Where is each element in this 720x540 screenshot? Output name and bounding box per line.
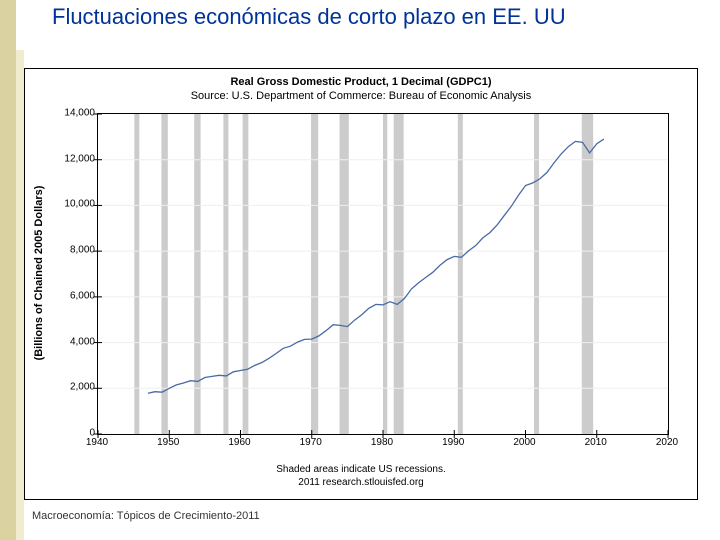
- chart-title-line2: Source: U.S. Department of Commerce: Bur…: [191, 90, 532, 102]
- xtick-label: 2010: [576, 437, 616, 448]
- ytick-label: 12,000: [55, 153, 95, 164]
- slide-footer: Macroeconomía: Tópicos de Crecimiento-20…: [32, 510, 260, 522]
- chart-footer-line1: Shaded areas indicate US recessions.: [276, 464, 446, 475]
- chart-title-line1: Real Gross Domestic Product, 1 Decimal (…: [230, 76, 491, 88]
- plot-area: [97, 113, 669, 435]
- xtick-label: 1960: [220, 437, 260, 448]
- decor-stripe-1: [0, 0, 16, 540]
- decor-stripe-2: [16, 50, 24, 540]
- ytick-label: 10,000: [55, 199, 95, 210]
- plot-svg: [98, 114, 668, 434]
- chart-footer: Shaded areas indicate US recessions. 201…: [25, 463, 697, 489]
- xtick-label: 1940: [77, 437, 117, 448]
- chart-container: Real Gross Domestic Product, 1 Decimal (…: [24, 68, 698, 500]
- chart-footer-line2: 2011 research.stlouisfed.org: [298, 477, 423, 488]
- slide-title: Fluctuaciones económicas de corto plazo …: [52, 4, 672, 29]
- xtick-label: 2020: [647, 437, 687, 448]
- xtick-label: 1980: [362, 437, 402, 448]
- xtick-label: 2000: [505, 437, 545, 448]
- ytick-label: 2,000: [55, 382, 95, 393]
- slide-root: Fluctuaciones económicas de corto plazo …: [0, 0, 720, 540]
- xtick-label: 1990: [433, 437, 473, 448]
- y-axis-label: (Billions of Chained 2005 Dollars): [33, 113, 47, 433]
- ytick-label: 6,000: [55, 290, 95, 301]
- ytick-label: 8,000: [55, 245, 95, 256]
- xtick-label: 1970: [291, 437, 331, 448]
- ytick-label: 14,000: [55, 108, 95, 119]
- xtick-label: 1950: [148, 437, 188, 448]
- ytick-label: 4,000: [55, 336, 95, 347]
- chart-title: Real Gross Domestic Product, 1 Decimal (…: [25, 75, 697, 104]
